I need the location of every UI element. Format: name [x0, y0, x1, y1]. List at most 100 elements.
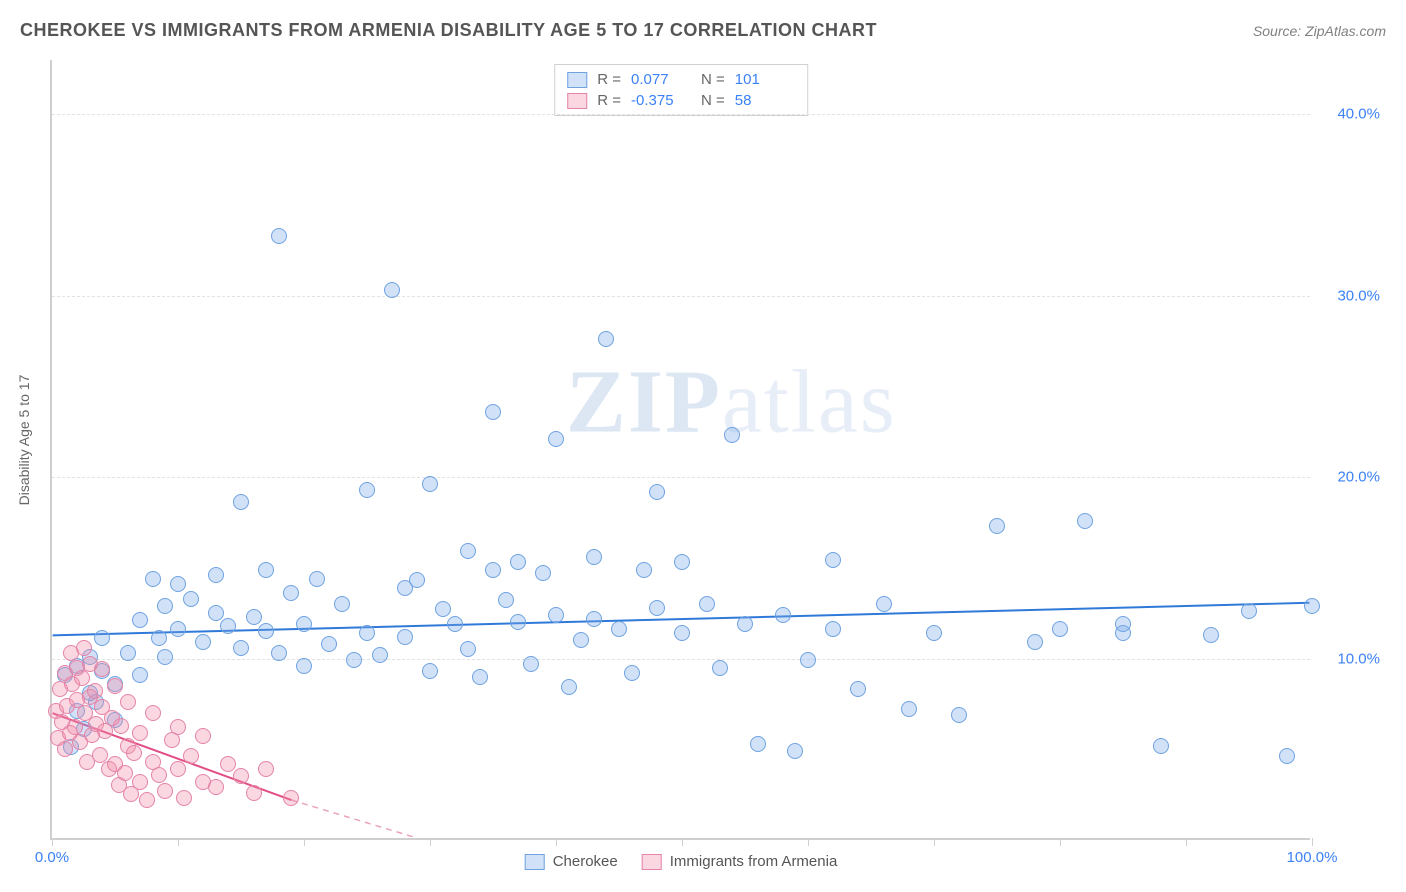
data-point: [258, 623, 274, 639]
data-point: [586, 549, 602, 565]
x-tick: [808, 838, 809, 846]
data-point: [132, 667, 148, 683]
data-point: [485, 404, 501, 420]
x-tick: [304, 838, 305, 846]
data-point: [283, 585, 299, 601]
data-point: [220, 756, 236, 772]
x-tick: [52, 838, 53, 846]
chart-title: CHEROKEE VS IMMIGRANTS FROM ARMENIA DISA…: [20, 20, 877, 41]
data-point: [132, 774, 148, 790]
data-point: [989, 518, 1005, 534]
data-point: [145, 571, 161, 587]
data-point: [334, 596, 350, 612]
data-point: [126, 745, 142, 761]
data-point: [422, 476, 438, 492]
data-point: [460, 641, 476, 657]
data-point: [271, 228, 287, 244]
data-point: [258, 761, 274, 777]
y-axis-label: Disability Age 5 to 17: [16, 375, 32, 506]
data-point: [157, 783, 173, 799]
data-point: [447, 616, 463, 632]
data-point: [346, 652, 362, 668]
data-point: [246, 785, 262, 801]
data-point: [674, 554, 690, 570]
data-point: [1153, 738, 1169, 754]
data-point: [132, 725, 148, 741]
data-point: [87, 683, 103, 699]
data-point: [176, 790, 192, 806]
data-point: [750, 736, 766, 752]
data-point: [208, 779, 224, 795]
data-point: [472, 669, 488, 685]
data-point: [157, 598, 173, 614]
data-point: [170, 719, 186, 735]
data-point: [321, 636, 337, 652]
x-tick: [556, 838, 557, 846]
data-point: [901, 701, 917, 717]
data-point: [926, 625, 942, 641]
data-point: [775, 607, 791, 623]
data-point: [170, 576, 186, 592]
data-point: [649, 600, 665, 616]
data-point: [139, 792, 155, 808]
data-point: [1027, 634, 1043, 650]
gridline: [52, 659, 1310, 660]
data-point: [170, 761, 186, 777]
data-point: [787, 743, 803, 759]
data-point: [699, 596, 715, 612]
data-point: [233, 640, 249, 656]
data-point: [1052, 621, 1068, 637]
data-point: [724, 427, 740, 443]
data-point: [825, 621, 841, 637]
data-point: [548, 431, 564, 447]
data-point: [611, 621, 627, 637]
y-tick-label: 40.0%: [1337, 106, 1380, 123]
y-tick-label: 20.0%: [1337, 469, 1380, 486]
x-tick: [1186, 838, 1187, 846]
legend-item-armenia: Immigrants from Armenia: [642, 853, 838, 870]
x-tick: [934, 838, 935, 846]
data-point: [258, 562, 274, 578]
data-point: [157, 649, 173, 665]
data-point: [485, 562, 501, 578]
x-tick-label: 0.0%: [35, 849, 69, 866]
data-point: [208, 567, 224, 583]
data-point: [120, 645, 136, 661]
data-point: [76, 640, 92, 656]
data-point: [624, 665, 640, 681]
data-point: [246, 609, 262, 625]
data-point: [208, 605, 224, 621]
data-point: [372, 647, 388, 663]
swatch-cherokee: [567, 72, 587, 88]
x-tick: [1312, 838, 1313, 846]
data-point: [296, 658, 312, 674]
data-point: [510, 614, 526, 630]
data-point: [535, 565, 551, 581]
source-attribution: Source: ZipAtlas.com: [1253, 23, 1386, 39]
data-point: [649, 484, 665, 500]
data-point: [598, 331, 614, 347]
data-point: [460, 543, 476, 559]
swatch-cherokee-b: [525, 854, 545, 870]
data-point: [151, 767, 167, 783]
data-point: [57, 741, 73, 757]
data-point: [1279, 748, 1295, 764]
data-point: [422, 663, 438, 679]
data-point: [117, 765, 133, 781]
data-point: [359, 482, 375, 498]
data-point: [271, 645, 287, 661]
series-legend: Cherokee Immigrants from Armenia: [525, 853, 838, 870]
data-point: [132, 612, 148, 628]
data-point: [586, 611, 602, 627]
correlation-legend: R = 0.077 N = 101 R = -0.375 N = 58: [554, 64, 808, 116]
data-point: [951, 707, 967, 723]
data-point: [1203, 627, 1219, 643]
data-point: [737, 616, 753, 632]
data-point: [435, 601, 451, 617]
data-point: [170, 621, 186, 637]
data-point: [120, 694, 136, 710]
data-point: [1241, 603, 1257, 619]
data-point: [800, 652, 816, 668]
trend-lines: [52, 60, 1310, 838]
y-tick-label: 10.0%: [1337, 650, 1380, 667]
